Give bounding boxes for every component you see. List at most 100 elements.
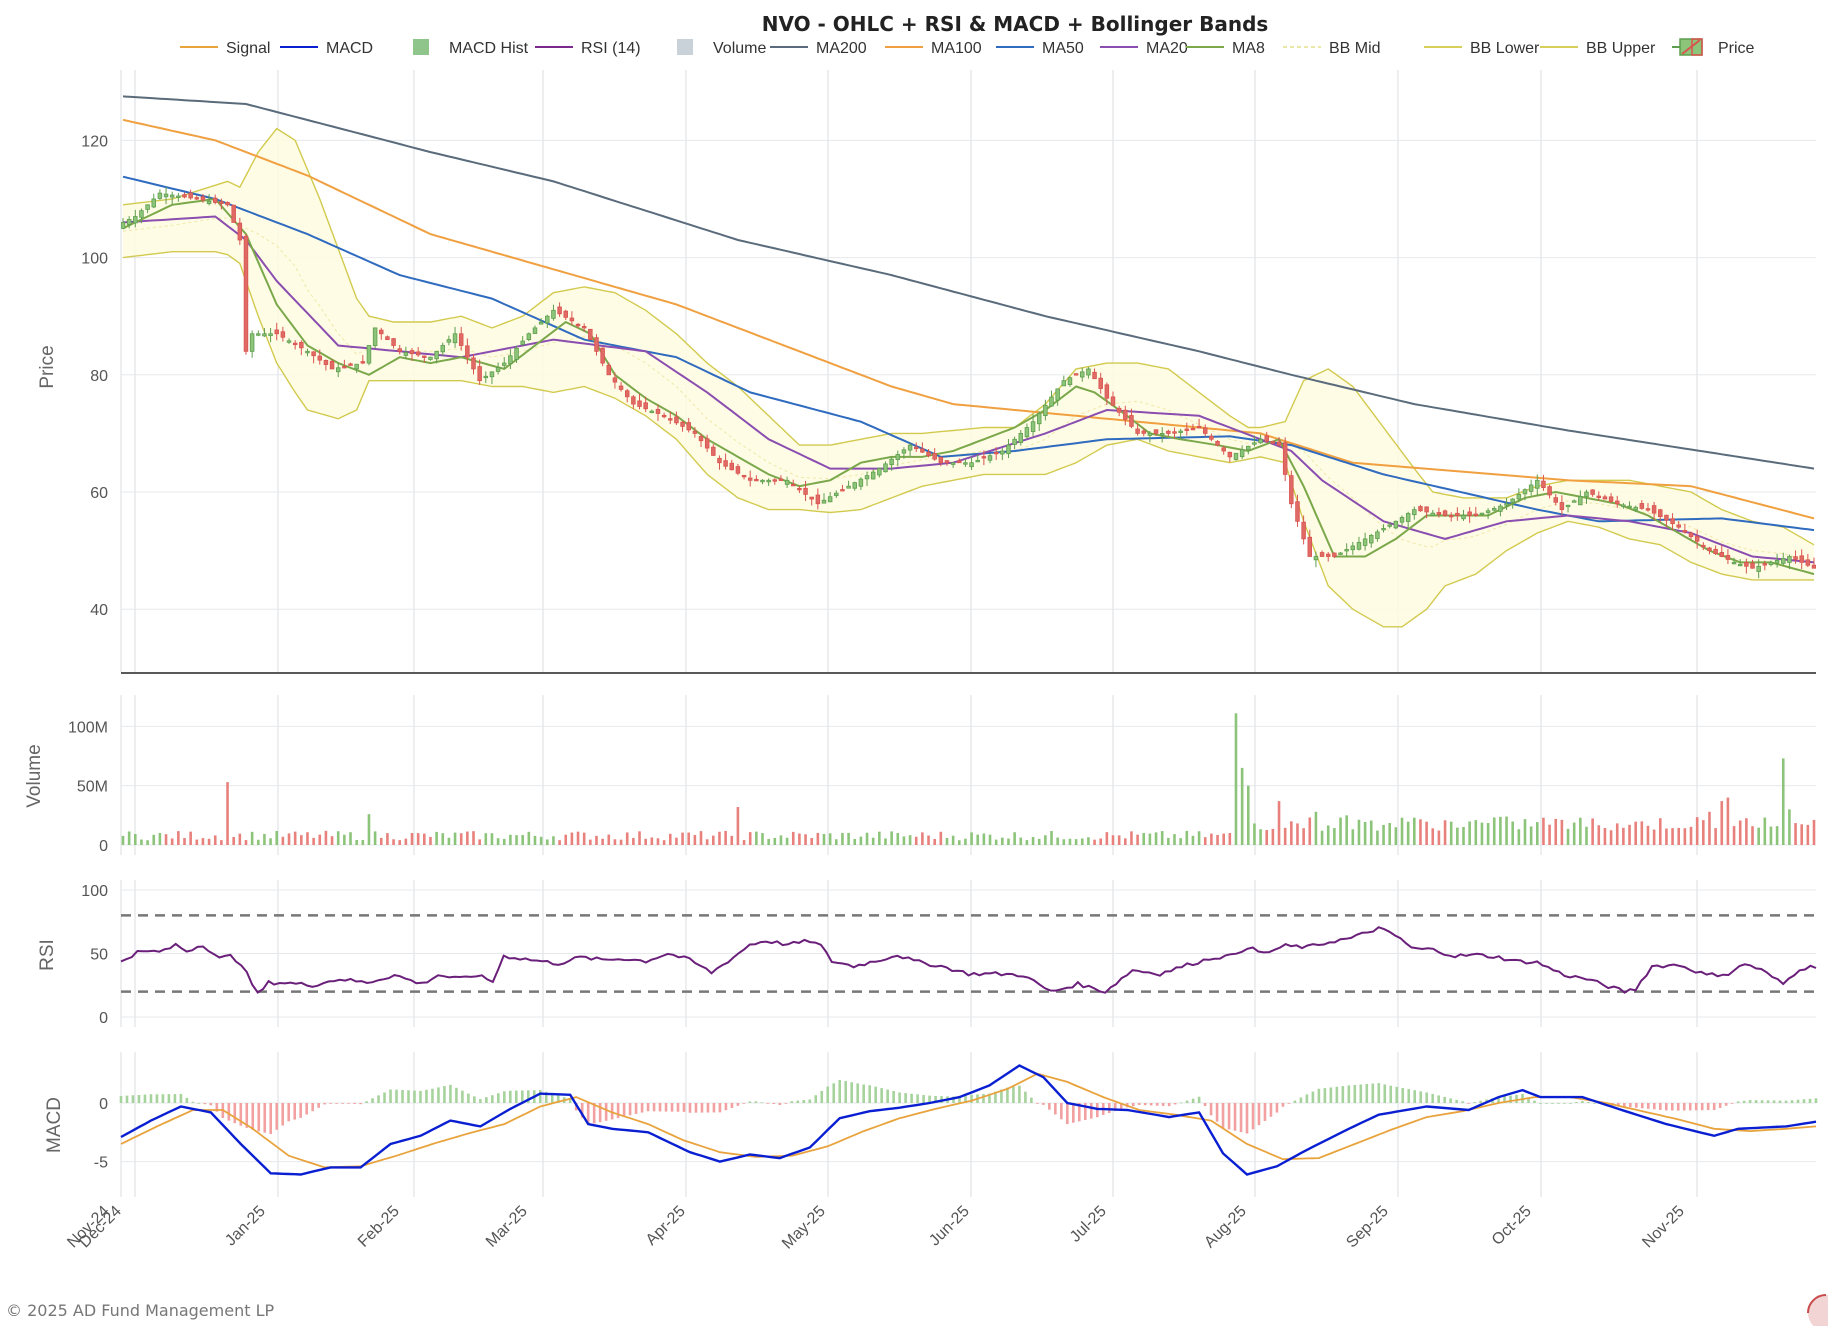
candle-body (661, 414, 667, 418)
volume-bar (779, 835, 783, 845)
volume-bar (976, 834, 980, 845)
volume-bar (1333, 828, 1336, 845)
candle-body (963, 462, 968, 465)
macd-hist-bar (167, 1094, 171, 1103)
candle-body (920, 448, 925, 453)
macd-hist-bar (586, 1103, 590, 1125)
macd-hist-bar (473, 1096, 476, 1103)
volume-bar (1296, 823, 1299, 845)
macd-hist-bar (904, 1093, 907, 1103)
volume-bar (1216, 834, 1219, 845)
macd-hist-bar (1760, 1100, 1764, 1103)
candle-body (803, 487, 808, 495)
candle-body (1793, 556, 1798, 560)
candle-body (1252, 442, 1257, 445)
legend-item-rsi-14[interactable]: RSI (14) (535, 40, 641, 57)
ma8-line (122, 197, 1815, 576)
volume-bar (1062, 839, 1066, 845)
candle-body (483, 375, 489, 379)
macd-hist-bar (1593, 1103, 1596, 1104)
macd-hist-bar (1173, 1103, 1177, 1105)
candle-body (1461, 515, 1466, 520)
macd-hist-bar (323, 1103, 326, 1105)
legend-item-signal[interactable]: Signal (180, 40, 270, 57)
volume-tick-label: 0 (99, 838, 108, 855)
volume-bar (1646, 825, 1650, 845)
candle-body (938, 456, 944, 464)
legend-item-macd[interactable]: MACD (280, 40, 373, 57)
volume-bar (453, 832, 457, 845)
legend-item-ma200[interactable]: MA200 (770, 40, 867, 57)
candle-body (1737, 563, 1743, 567)
candle-body (563, 310, 568, 318)
candle-body (1670, 518, 1675, 525)
candle-body (1467, 511, 1472, 516)
macd-hist-bar (802, 1100, 806, 1103)
legend-item-bb-upper[interactable]: BB Upper (1540, 40, 1656, 57)
macd-hist-bar (383, 1092, 386, 1103)
legend-item-ma50[interactable]: MA50 (996, 40, 1084, 57)
candle-body (1362, 538, 1368, 546)
legend[interactable]: Signal MACD MACD Hist RSI (14) Volume MA200 MA… (180, 38, 1755, 57)
macd-hist-bar (137, 1094, 141, 1103)
candle-body (551, 309, 556, 319)
volume-bar (1142, 832, 1146, 845)
macd-hist-bar (161, 1094, 165, 1103)
volume-bar (564, 834, 568, 845)
macd-hist-bar (886, 1089, 889, 1103)
legend-item-volume[interactable]: Volume (677, 39, 766, 57)
candle-body (1627, 505, 1632, 508)
legend-item-ma8[interactable]: MA8 (1186, 40, 1265, 57)
macd-hist-bar (1658, 1103, 1662, 1110)
volume-bar (447, 837, 451, 845)
macd-hist-bar (1024, 1091, 1027, 1103)
candle-body (1658, 509, 1663, 518)
volume-bar (177, 831, 180, 845)
macd-hist-bar (1497, 1097, 1500, 1103)
candle-body (1073, 373, 1079, 376)
macd-hist-bar (377, 1095, 380, 1103)
macd-hist-bar (401, 1089, 404, 1103)
candle-body (262, 333, 267, 337)
volume-bar (238, 833, 242, 845)
volume-bar (1093, 839, 1096, 845)
macd-hist-bar (1347, 1085, 1351, 1103)
volume-bar (343, 834, 346, 845)
legend-item-bb-mid[interactable]: BB Mid (1283, 40, 1381, 57)
volume-bar (1240, 767, 1244, 845)
volume-bar (1800, 824, 1804, 845)
volume-bar (201, 838, 205, 845)
macd-hist-bar (1778, 1100, 1782, 1103)
candle-body (342, 366, 347, 369)
rsi-tick-label: 0 (99, 1010, 108, 1027)
macd-hist-bar (1239, 1103, 1243, 1133)
volume-bar (1683, 828, 1687, 845)
volume-bar (1382, 824, 1385, 845)
macd-hist-bar (1569, 1103, 1572, 1104)
candle-body (864, 475, 870, 480)
macd-hist-bar (1790, 1100, 1794, 1103)
candle-body (1510, 498, 1515, 503)
macd-hist-bar (1724, 1103, 1728, 1106)
candle-body (846, 485, 851, 489)
volume-bar (158, 832, 162, 845)
macd-hist-bar (1539, 1103, 1542, 1104)
candle-body (1614, 500, 1620, 505)
volume-bar (1738, 820, 1742, 845)
candle-body (323, 359, 329, 365)
macd-hist-bar (185, 1097, 189, 1103)
macd-hist-bar (1754, 1100, 1758, 1103)
macd-hist-bar (431, 1088, 434, 1103)
x-tick-label: Jan-25 (222, 1203, 269, 1250)
candle-body (133, 216, 138, 224)
macd-hist-bar (1389, 1085, 1393, 1103)
legend-item-ma20[interactable]: MA20 (1100, 40, 1188, 57)
legend-item-price[interactable]: Price (1672, 38, 1755, 57)
rsi-axis-label: RSI (37, 939, 58, 971)
macd-hist-bar (1682, 1103, 1686, 1111)
legend-item-macd-hist[interactable]: MACD Hist (413, 39, 529, 57)
candle-body (987, 455, 993, 461)
legend-item-bb-lower[interactable]: BB Lower (1424, 40, 1540, 57)
candle-body (1338, 552, 1343, 555)
legend-item-ma100[interactable]: MA100 (885, 40, 982, 57)
